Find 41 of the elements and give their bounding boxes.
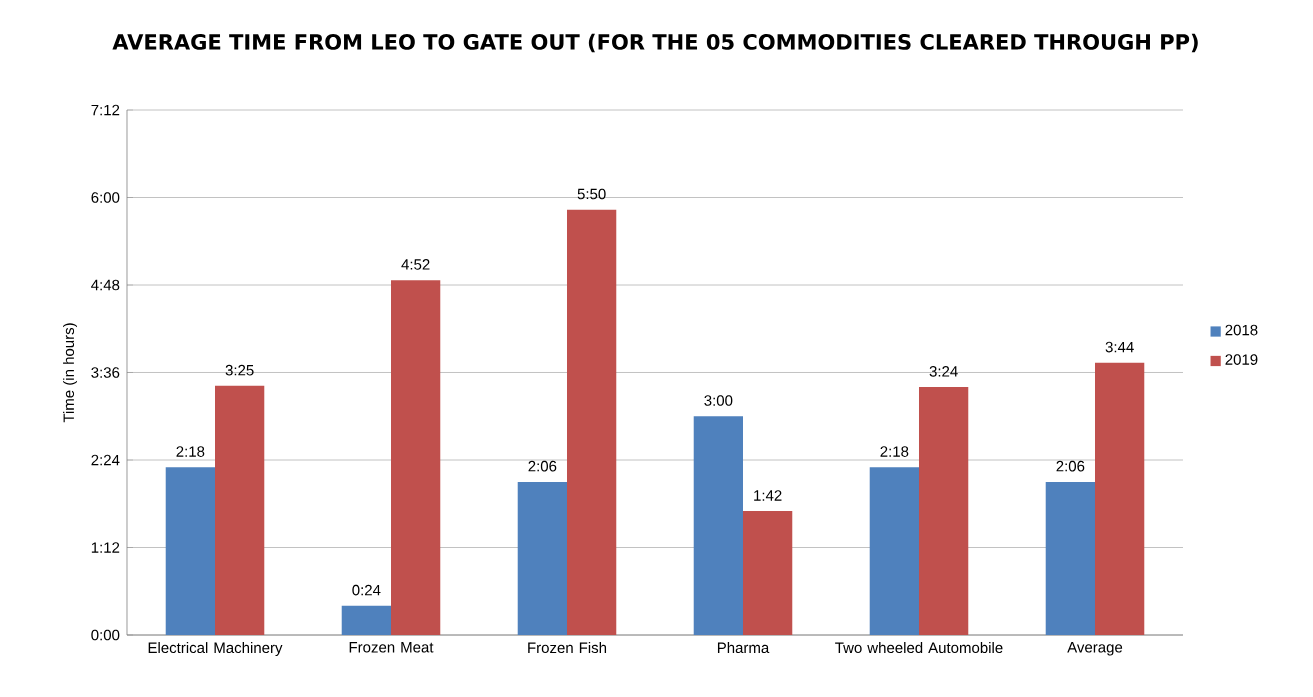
bar: [693, 416, 743, 635]
x-tick-label: Pharma: [717, 642, 770, 654]
data-label: 2:06: [1056, 460, 1085, 472]
data-label: 3:24: [929, 366, 958, 377]
x-tick-label: Two wheeled Automobile: [835, 642, 1003, 654]
data-label: 3:44: [1105, 341, 1134, 353]
data-label: 5:50: [577, 188, 606, 200]
legend-label: 2019: [1225, 354, 1258, 365]
data-label: 2:06: [528, 460, 557, 472]
chart-title: AVERAGE TIME FROM LEO TO GATE OUT (FOR THE 05 COMMODITIES CLEARED THROUGH PP): [112, 33, 1198, 53]
legend-label: 2018: [1225, 324, 1258, 336]
x-tick-label: Electrical Machinery: [148, 642, 283, 657]
data-label: 1:42: [754, 490, 782, 501]
y-tick-label: 4:48: [91, 279, 120, 291]
bar: [743, 511, 793, 635]
y-tick-label: 7:12: [91, 104, 120, 116]
bar: [165, 467, 215, 635]
x-tick-label: Frozen Meat: [349, 642, 434, 653]
bar: [341, 605, 391, 635]
y-tick-label: 0:00: [91, 629, 120, 641]
data-label: 3:25: [225, 364, 254, 376]
y-tick-label: 6:00: [91, 192, 120, 203]
bar: [1045, 481, 1095, 635]
bar: [869, 467, 919, 635]
data-label: 2:18: [176, 446, 205, 457]
x-tick-label: Frozen Fish: [528, 642, 607, 654]
data-label: 4:52: [401, 259, 430, 270]
bar: [215, 385, 265, 635]
y-axis-title: Time (in hours): [63, 323, 78, 423]
bar: [919, 387, 969, 635]
bar: [517, 481, 567, 635]
data-label: 0:24: [352, 584, 381, 596]
y-tick-label: 3:36: [91, 367, 120, 378]
y-tick-label: 1:12: [91, 542, 120, 553]
data-label: 2:18: [880, 446, 909, 457]
bar: [567, 209, 617, 635]
x-tick-label: Average: [1067, 642, 1123, 656]
data-label: 3:00: [704, 395, 733, 406]
bar: [391, 280, 441, 635]
bar: [1095, 362, 1145, 635]
y-tick-label: 2:24: [91, 454, 120, 466]
